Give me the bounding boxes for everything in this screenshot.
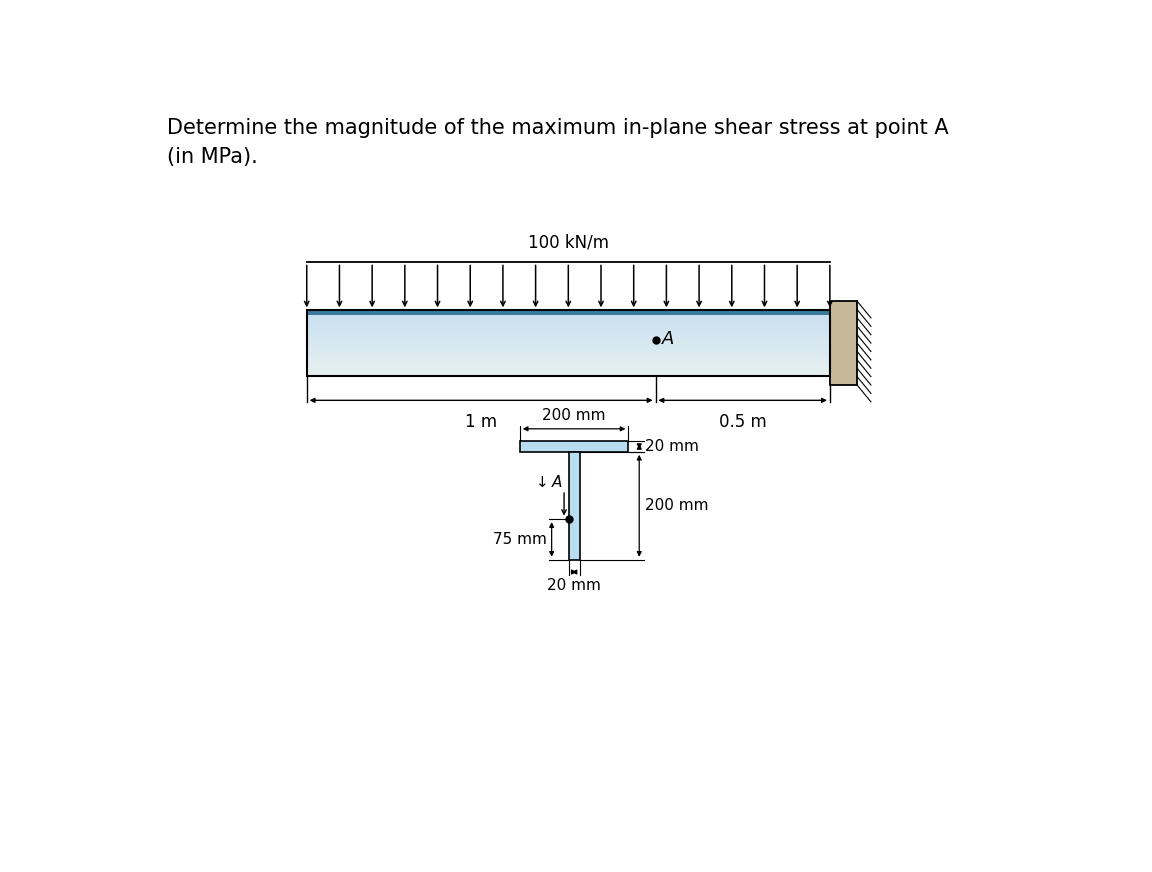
Bar — [306, 336, 829, 340]
Bar — [520, 441, 628, 452]
Bar — [306, 332, 829, 337]
Bar — [306, 310, 829, 314]
Bar — [306, 362, 829, 366]
Bar — [306, 352, 829, 356]
Bar — [306, 329, 829, 333]
Text: 200 mm: 200 mm — [543, 407, 606, 423]
Text: 1 m: 1 m — [465, 412, 498, 431]
Bar — [306, 319, 829, 324]
Bar — [306, 313, 829, 317]
Bar — [306, 316, 829, 320]
Bar — [569, 452, 579, 560]
Bar — [306, 349, 829, 353]
Text: $\mathit{A}$: $\mathit{A}$ — [661, 330, 675, 348]
Bar — [306, 355, 829, 359]
Text: 20 mm: 20 mm — [645, 439, 699, 454]
Bar — [306, 339, 829, 343]
Bar — [306, 326, 829, 330]
Bar — [306, 345, 829, 350]
Text: $\downarrow$$\mathit{A}$: $\downarrow$$\mathit{A}$ — [533, 474, 563, 490]
Text: 20 mm: 20 mm — [547, 578, 601, 593]
Text: (in MPa).: (in MPa). — [167, 147, 258, 167]
Bar — [306, 371, 829, 376]
Bar — [306, 368, 829, 372]
Text: 75 mm: 75 mm — [493, 532, 547, 547]
Bar — [306, 342, 829, 346]
Bar — [306, 358, 829, 363]
Bar — [306, 323, 829, 327]
Bar — [829, 301, 857, 385]
Bar — [306, 310, 829, 316]
Bar — [306, 310, 829, 376]
Text: 0.5 m: 0.5 m — [719, 412, 766, 431]
Bar — [306, 365, 829, 369]
Text: 100 kN/m: 100 kN/m — [528, 234, 608, 252]
Text: Determine the magnitude of the maximum in-plane shear stress at point A: Determine the magnitude of the maximum i… — [167, 118, 949, 138]
Text: 200 mm: 200 mm — [645, 498, 708, 514]
